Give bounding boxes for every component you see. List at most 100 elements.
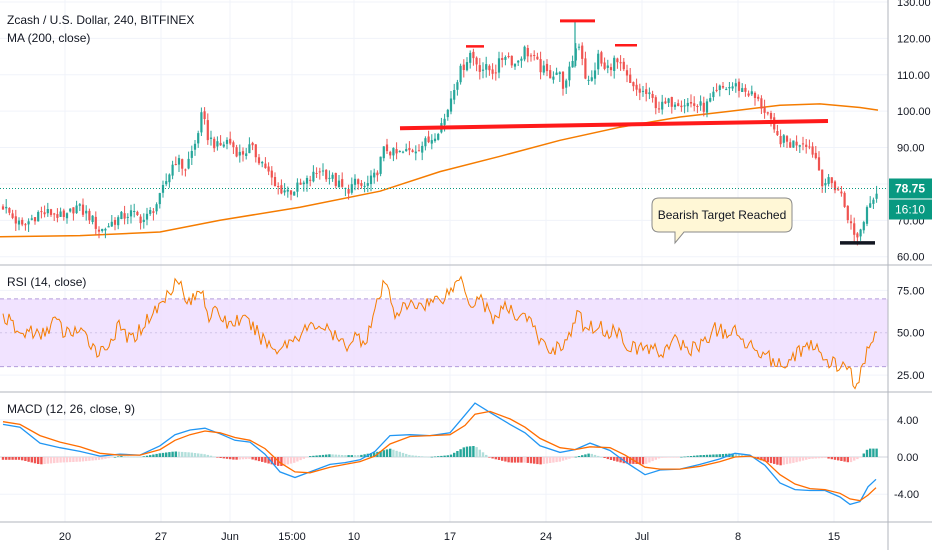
candle-body-55 — [177, 158, 181, 165]
candle-154 — [494, 64, 497, 81]
candle-119 — [382, 146, 385, 162]
symbol-title[interactable]: Zcash / U.S. Dollar, 240, BITFINEX — [7, 13, 195, 27]
candle-body-81 — [261, 162, 264, 164]
candle-body-252 — [808, 146, 811, 148]
macd-hist-bar-98 — [315, 455, 318, 457]
macd-hist-bar-84 — [270, 457, 273, 465]
candle-body-145 — [465, 62, 469, 71]
candle-19 — [62, 208, 65, 221]
candle-body-185 — [593, 70, 597, 79]
candle-body-142 — [456, 82, 459, 90]
candle-197 — [632, 81, 635, 92]
macd-hist-bar-4 — [14, 457, 17, 460]
candle-body-98 — [315, 173, 318, 174]
macd-hist-bar-51 — [165, 452, 168, 457]
candle-54 — [174, 156, 177, 166]
candle-172 — [552, 71, 555, 84]
ma-legend[interactable]: MA (200, close) — [7, 31, 91, 45]
candle-body-190 — [609, 67, 613, 71]
candle-body-92 — [296, 182, 299, 192]
macd-hist-bar-23 — [75, 457, 78, 462]
candle-97 — [312, 165, 315, 183]
candle-body-206 — [661, 101, 664, 110]
macd-hist-bar-137 — [440, 455, 443, 457]
candle-31 — [101, 228, 104, 233]
candle-114 — [366, 175, 369, 193]
candle-183 — [587, 75, 590, 85]
macd-hist-bar-56 — [181, 451, 184, 457]
candle-219 — [702, 96, 705, 117]
macd-hist-bar-240 — [769, 457, 773, 464]
macd-hist-bar-6 — [21, 457, 24, 461]
candle-36 — [117, 215, 120, 230]
macd-hist-bar-172 — [552, 457, 555, 463]
candle-body-114 — [366, 183, 369, 186]
candle-body-245 — [785, 136, 789, 142]
candle-204 — [654, 95, 657, 115]
macd-hist-bar-69 — [222, 457, 225, 459]
candle-body-141 — [453, 90, 456, 100]
macd-hist-bar-239 — [766, 457, 769, 463]
candle-38 — [123, 205, 126, 225]
time-tick-label-4: 10 — [348, 531, 360, 543]
candle-body-207 — [664, 101, 667, 104]
macd-hist-bar-130 — [417, 456, 421, 457]
candle-body-27 — [88, 210, 91, 221]
candle-body-172 — [552, 76, 555, 80]
macd-hist-bar-140 — [449, 454, 453, 457]
candle-148 — [475, 56, 478, 72]
macd-hist-bar-153 — [491, 457, 494, 459]
candle-body-222 — [712, 91, 715, 98]
candle-body-96 — [309, 179, 312, 181]
macd-hist-bar-238 — [763, 457, 766, 462]
candle-body-34 — [110, 221, 113, 227]
candle-78 — [251, 141, 254, 151]
candle-272 — [872, 197, 875, 209]
candle-body-159 — [510, 55, 513, 66]
candle-body-154 — [494, 72, 497, 74]
candle-body-239 — [766, 112, 769, 114]
candle-102 — [328, 170, 331, 185]
candle-body-76 — [245, 153, 248, 156]
candle-99 — [318, 167, 321, 180]
macd-hist-bar-218 — [699, 455, 702, 457]
candle-body-6 — [21, 219, 24, 225]
macd-hist-bar-7 — [24, 457, 27, 461]
candle-77 — [248, 137, 251, 154]
candle-body-85 — [273, 177, 277, 187]
candle-body-122 — [392, 147, 395, 156]
candle-body-229 — [734, 83, 737, 87]
macd-hist-bar-132 — [424, 456, 427, 458]
candle-168 — [539, 51, 542, 80]
candle-214 — [686, 98, 689, 113]
macd-hist-bar-163 — [523, 457, 526, 463]
macd-hist-bar-112 — [360, 454, 363, 457]
macd-hist-bar-152 — [488, 457, 491, 458]
candle-162 — [520, 56, 523, 68]
candle-body-147 — [472, 51, 475, 59]
macd-hist-bar-182 — [584, 454, 587, 457]
candle-body-124 — [398, 151, 401, 152]
candle-243 — [779, 129, 782, 148]
candle-223 — [715, 83, 718, 93]
candle-202 — [648, 87, 651, 100]
candle-239 — [766, 111, 769, 116]
candle-120 — [385, 138, 389, 154]
candle-body-26 — [85, 210, 88, 214]
candle-213 — [683, 99, 686, 114]
macd-hist-bar-253 — [811, 457, 814, 459]
macd-hist-bar-222 — [712, 454, 715, 457]
grid-layer — [0, 0, 888, 522]
macd-hist-bar-10 — [33, 457, 37, 464]
rsi-legend[interactable]: RSI (14, close) — [7, 275, 87, 289]
candle-14 — [46, 202, 49, 217]
macd-legend[interactable]: MACD (12, 26, close, 9) — [7, 402, 136, 416]
candle-body-266 — [853, 223, 856, 235]
macd-hist-bar-31 — [101, 457, 104, 460]
macd-hist-bar-129 — [414, 455, 417, 457]
candle-body-95 — [305, 178, 309, 184]
candle-body-234 — [750, 91, 753, 95]
candle-body-160 — [513, 63, 517, 67]
macd-hist-bar-18 — [59, 457, 62, 463]
